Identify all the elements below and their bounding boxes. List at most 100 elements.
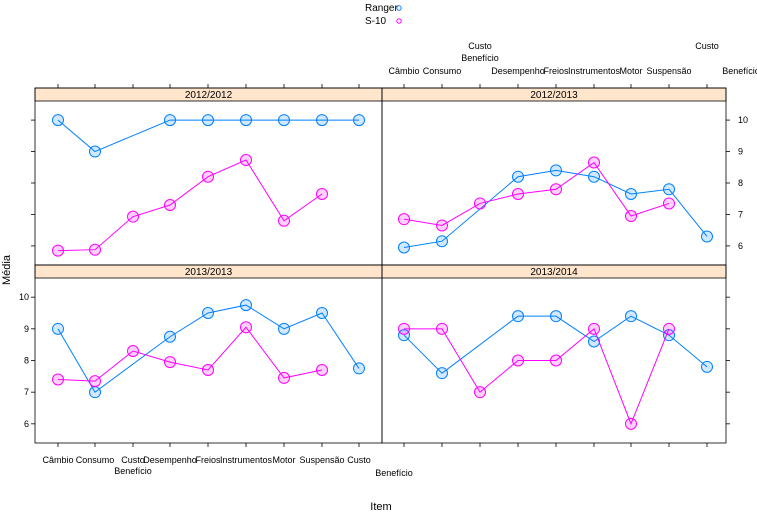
data-point — [588, 170, 600, 183]
x-tick-label-custo-benef-cio: Custo — [347, 455, 371, 465]
data-point — [436, 219, 448, 232]
data-point — [316, 364, 328, 376]
x-tick-label-custo-benef-cio-line2: Benefício — [461, 53, 499, 63]
series-ranger — [52, 299, 365, 399]
data-point — [278, 114, 290, 127]
data-point — [240, 114, 252, 127]
y-tick-label: 7 — [24, 387, 29, 397]
series-ranger — [398, 164, 713, 254]
series-line-s-10 — [57, 159, 323, 252]
series-line-s-10 — [57, 326, 323, 382]
panel-frame — [381, 87, 727, 266]
data-point — [202, 307, 214, 319]
data-point — [512, 170, 524, 183]
panel-2012-2013: 2012/2013 — [381, 87, 727, 266]
x-tick-label-custo-benef-cio-line2: Benefício — [722, 66, 757, 76]
data-point — [240, 299, 252, 312]
series-line-s-10 — [404, 328, 670, 426]
series-s-10 — [52, 321, 328, 388]
x-tick-label-motor: Motor — [272, 455, 295, 465]
data-point — [398, 213, 410, 226]
panel-frame — [34, 264, 383, 444]
x-axis-title: Item — [370, 501, 391, 513]
data-point — [164, 199, 176, 212]
series-s-10 — [398, 156, 675, 232]
data-point — [588, 156, 600, 169]
y-tick-label: 8 — [738, 178, 743, 188]
data-point — [512, 310, 524, 323]
y-tick-label: 10 — [738, 115, 748, 125]
data-point — [52, 322, 64, 335]
x-tick-label-custo-benef-cio: Custo — [468, 41, 492, 51]
data-point — [625, 310, 637, 323]
x-tick-label-suspens-o: Suspensão — [299, 455, 344, 465]
y-tick-label: 8 — [24, 356, 29, 366]
x-tick-label-c-mbio: Câmbio — [42, 455, 73, 465]
series-s-10 — [52, 154, 328, 257]
series-line-s-10 — [403, 161, 670, 226]
data-point — [550, 354, 562, 367]
data-point — [52, 244, 64, 257]
data-point — [202, 170, 214, 183]
y-tick-label: 7 — [738, 209, 743, 219]
panel-title: 2012/2012 — [185, 90, 233, 101]
data-point — [398, 329, 410, 342]
series-line-ranger — [57, 119, 359, 153]
data-point — [316, 307, 328, 319]
panel-title: 2013/2013 — [185, 267, 233, 278]
data-point — [436, 235, 448, 248]
y-tick-label: 9 — [24, 324, 29, 334]
x-tick-label-desempenho: Desempenho — [143, 455, 197, 465]
series-ranger — [52, 114, 365, 158]
x-tick-label-freios: Freios — [195, 455, 221, 465]
legend-label-ranger: Ranger — [365, 3, 398, 14]
data-point — [240, 154, 252, 167]
x-tick-label-consumo: Consumo — [76, 455, 115, 465]
data-point — [52, 373, 64, 386]
x-tick-label-custo-benef-cio-line2: Benefício — [114, 466, 152, 476]
panel-frame — [381, 264, 727, 444]
x-tick-label-suspens-o: Suspensão — [646, 66, 691, 76]
data-point — [550, 310, 562, 323]
data-point — [240, 321, 252, 334]
x-tick-label-custo-benef-cio: Custo — [695, 41, 719, 51]
series-line-ranger — [57, 304, 360, 393]
y-tick-label: 6 — [24, 419, 29, 429]
x-tick-label-consumo: Consumo — [423, 66, 462, 76]
series-line-ranger — [403, 315, 708, 374]
x-tick-label-custo-benef-cio-line2: Benefício — [375, 468, 413, 478]
data-point — [588, 335, 600, 348]
data-point — [663, 197, 675, 210]
data-point — [398, 241, 410, 254]
series-s-10 — [398, 322, 675, 430]
data-point — [127, 210, 139, 223]
series-ranger — [398, 310, 713, 380]
data-point — [316, 114, 328, 127]
data-point — [474, 386, 486, 399]
y-tick-label: 10 — [19, 292, 29, 302]
x-tick-label-instrumentos: Instrumentos — [568, 66, 621, 76]
data-point — [89, 375, 101, 388]
y-tick-label: 9 — [738, 147, 743, 157]
data-point — [588, 322, 600, 335]
data-point — [164, 356, 176, 369]
data-point — [164, 114, 176, 127]
legend-marker-s-10 — [396, 18, 402, 24]
series-line-ranger — [403, 169, 708, 248]
data-point — [512, 188, 524, 201]
data-point — [663, 322, 675, 335]
data-point — [436, 367, 448, 380]
panel-2012-2012: 2012/2012 — [34, 87, 383, 266]
data-point — [89, 243, 101, 256]
data-point — [278, 214, 290, 227]
data-point — [278, 322, 290, 335]
data-point — [436, 322, 448, 335]
x-tick-label-freios: Freios — [543, 66, 569, 76]
y-tick-label: 6 — [738, 241, 743, 251]
data-point — [625, 417, 637, 430]
data-point — [127, 345, 139, 357]
legend: Ranger S-10 — [365, 3, 402, 27]
x-tick-label-desempenho: Desempenho — [491, 66, 545, 76]
